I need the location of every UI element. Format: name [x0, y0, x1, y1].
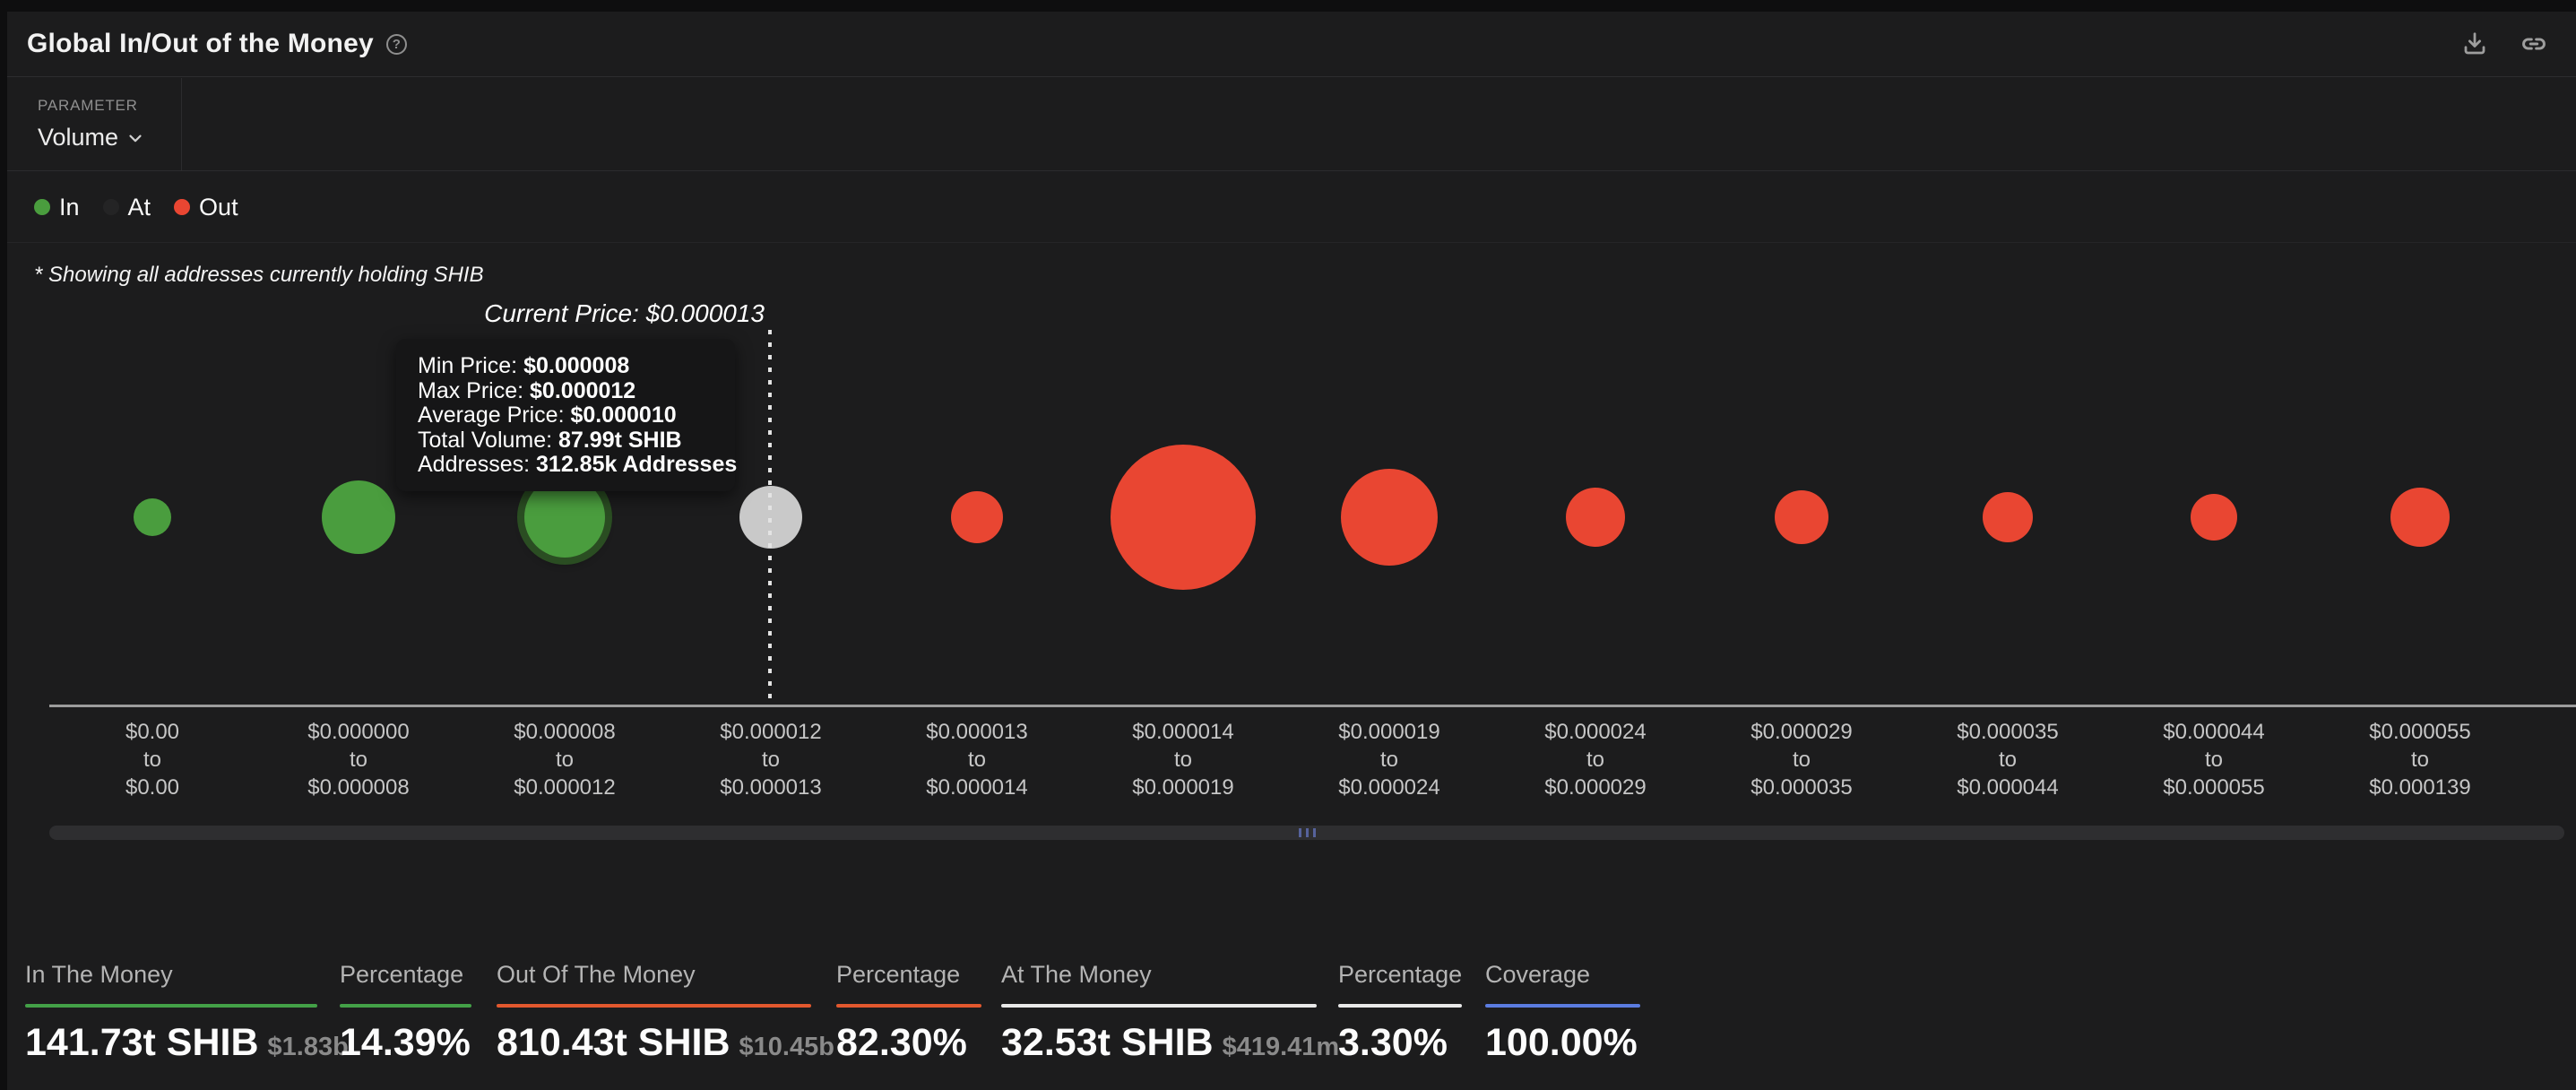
x-axis-label: $0.000035 to $0.000044: [1957, 720, 2059, 800]
bubble-out-11[interactable]: [2390, 488, 2450, 547]
stat-underline: [340, 1004, 471, 1008]
stat-value: 810.43t SHIB $10.45b: [497, 1021, 834, 1064]
stat-percentage-out: Percentage 82.30%: [836, 961, 981, 1065]
tooltip-row: Addresses: 312.85k Addresses: [418, 452, 738, 477]
chart-scrollbar[interactable]: [49, 826, 2564, 840]
bubble-out-6[interactable]: [1341, 469, 1438, 566]
current-price-line: [768, 330, 772, 706]
x-axis-label: $0.000013 to $0.000014: [926, 720, 1028, 800]
download-button[interactable]: [2459, 29, 2490, 59]
bubble-out-4[interactable]: [951, 491, 1003, 543]
x-axis-label: $0.000008 to $0.000012: [514, 720, 616, 800]
x-axis-label: $0.000055 to $0.000139: [2369, 720, 2471, 800]
parameter-dropdown[interactable]: PARAMETER Volume: [7, 78, 182, 170]
stat-percentage-at: Percentage 3.30%: [1338, 961, 1462, 1065]
footnote: * Showing all addresses currently holdin…: [34, 263, 484, 287]
bubble-out-10[interactable]: [2191, 494, 2237, 541]
widget-header: Global In/Out of the Money ?: [7, 12, 2576, 77]
stat-header: Percentage: [340, 961, 464, 988]
stat-header: Percentage: [836, 961, 961, 988]
stat-header: Out Of The Money: [497, 961, 696, 988]
legend-dot-icon: [34, 199, 50, 215]
stat-underline: [25, 1004, 317, 1008]
x-axis-line: [49, 705, 2576, 707]
stat-at-the-money: At The Money 32.53t SHIB $419.41m: [1001, 961, 1339, 1065]
widget-panel: [7, 12, 2576, 1090]
stat-header: In The Money: [25, 961, 173, 988]
x-axis-label: $0.000024 to $0.000029: [1544, 720, 1647, 800]
bubble-in-0[interactable]: [134, 498, 171, 536]
legend-item-out[interactable]: Out: [174, 194, 238, 221]
parameter-row: PARAMETER Volume: [7, 78, 2576, 171]
widget-title: Global In/Out of the Money: [27, 29, 374, 58]
parameter-label: PARAMETER: [38, 97, 138, 114]
chevron-down-icon: [129, 134, 142, 142]
parameter-value: Volume: [38, 124, 119, 151]
legend-dot-icon: [174, 199, 191, 215]
x-axis-label: $0.000019 to $0.000024: [1338, 720, 1440, 800]
stat-underline: [836, 1004, 981, 1008]
legend-item-at[interactable]: At: [102, 193, 151, 221]
bubble-out-9[interactable]: [1983, 492, 2033, 542]
stat-underline: [497, 1004, 811, 1008]
stat-subvalue: $1.83b: [267, 1033, 349, 1061]
legend-dot-icon: [102, 199, 119, 215]
stat-value: 100.00%: [1485, 1021, 1638, 1064]
stat-header: Percentage: [1338, 961, 1463, 988]
stat-subvalue: $10.45b: [739, 1033, 834, 1061]
stat-value: 32.53t SHIB $419.41m: [1001, 1021, 1340, 1064]
x-axis-label: $0.000029 to $0.000035: [1750, 720, 1853, 800]
stat-underline: [1338, 1004, 1462, 1008]
x-axis-label: $0.000012 to $0.000013: [720, 720, 822, 800]
stat-header: Coverage: [1485, 961, 1591, 988]
bubble-out-8[interactable]: [1775, 490, 1828, 544]
bubble-in-1[interactable]: [322, 480, 395, 554]
download-icon: [2464, 32, 2485, 55]
tooltip-row: Min Price: $0.000008: [418, 353, 630, 378]
legend-item-label: Out: [199, 193, 238, 221]
share-link-button[interactable]: [2519, 29, 2549, 59]
tooltip: Min Price: $0.000008 Max Price: $0.000012…: [396, 339, 738, 491]
link-icon: [2522, 38, 2546, 50]
stat-underline: [1485, 1004, 1640, 1008]
bubble-out-5[interactable]: [1111, 445, 1256, 590]
x-axis-label: $0.000014 to $0.000019: [1132, 720, 1234, 800]
stat-in-the-money: In The Money 141.73t SHIB $1.83b: [25, 961, 349, 1065]
stat-percentage-in: Percentage 14.39%: [340, 961, 471, 1065]
current-price-label: Current Price: $0.000013: [484, 299, 765, 327]
bubble-out-7[interactable]: [1566, 488, 1625, 547]
stat-value: 14.39%: [340, 1021, 471, 1064]
stat-out-of-the-money: Out Of The Money 810.43t SHIB $10.45b: [497, 961, 834, 1065]
tooltip-row: Average Price: $0.000010: [418, 402, 677, 428]
scrollbar-grip[interactable]: [1297, 826, 1318, 839]
tooltip-row: Total Volume: 87.99t SHIB: [418, 427, 682, 453]
legend-item-label: At: [127, 193, 151, 221]
x-axis-label: $0.000000 to $0.000008: [307, 720, 410, 800]
stat-value: 82.30%: [836, 1021, 967, 1064]
x-axis-label: $0.00 to $0.00: [125, 720, 180, 800]
legend-item-in[interactable]: In: [34, 194, 80, 221]
legend: In At Out: [7, 172, 2576, 243]
stat-coverage: Coverage 100.00%: [1485, 961, 1640, 1065]
stat-value: 3.30%: [1338, 1021, 1448, 1064]
help-icon[interactable]: ?: [385, 33, 407, 55]
stat-header: At The Money: [1001, 961, 1152, 988]
x-axis-label: $0.000044 to $0.000055: [2163, 720, 2265, 800]
stat-underline: [1001, 1004, 1317, 1008]
stat-subvalue: $419.41m: [1222, 1033, 1340, 1061]
legend-item-label: In: [59, 193, 80, 221]
tooltip-row: Max Price: $0.000012: [418, 377, 636, 403]
stat-value: 141.73t SHIB $1.83b: [25, 1021, 349, 1064]
